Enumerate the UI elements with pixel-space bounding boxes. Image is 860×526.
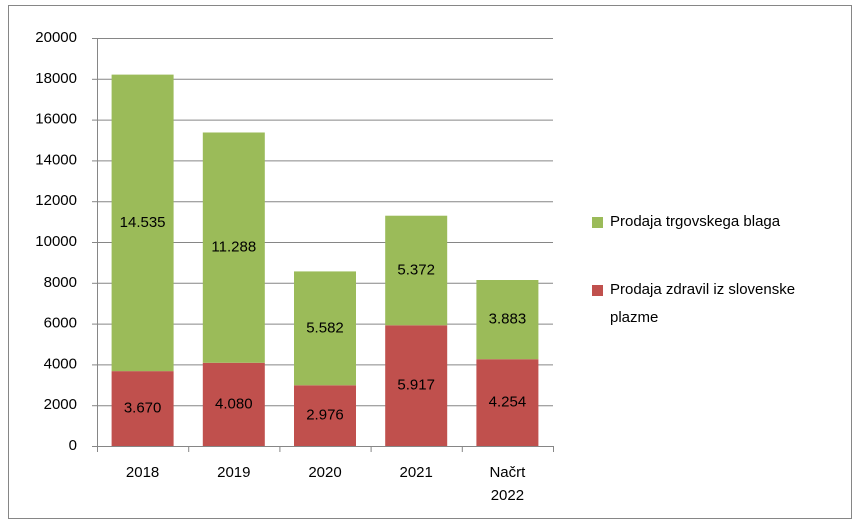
- bar-segment: [385, 215, 448, 326]
- data-label: 3.883: [489, 311, 527, 328]
- y-tick-label: 6000: [44, 315, 77, 332]
- x-tick-label: 2020: [308, 464, 341, 481]
- x-tick-label: 2018: [126, 464, 159, 481]
- y-tick-label: 2000: [44, 396, 77, 413]
- legend-swatch: [592, 217, 603, 228]
- y-tick-label: 20000: [35, 29, 77, 46]
- data-label: 11.288: [211, 239, 256, 256]
- data-label: 2.976: [306, 407, 344, 424]
- y-tick-label: 12000: [35, 192, 77, 209]
- data-label: 3.670: [124, 400, 162, 417]
- bar-segment: [294, 385, 356, 446]
- bar-segment: [202, 132, 265, 363]
- bar-segment: [202, 362, 265, 446]
- legend-label: Prodaja zdravil iz slovenske plazme: [610, 281, 795, 326]
- y-tick-label: 18000: [35, 70, 77, 87]
- bar-segment: [111, 74, 174, 372]
- x-tick-label: Načrt 2022: [489, 464, 526, 504]
- data-label: 4.254: [489, 394, 527, 411]
- y-tick-label: 16000: [35, 111, 77, 128]
- data-label: 4.080: [215, 395, 253, 412]
- legend-label: Prodaja trgovskega blaga: [610, 213, 781, 230]
- y-tick-label: 14000: [35, 151, 77, 168]
- data-label: 5.917: [397, 377, 435, 394]
- bar-segment: [294, 271, 356, 386]
- y-tick-label: 8000: [44, 274, 77, 291]
- legend-swatch: [592, 285, 603, 296]
- bar-segment: [385, 325, 448, 446]
- data-label: 5.582: [306, 319, 344, 336]
- bar-segment: [476, 359, 539, 446]
- data-label: 5.372: [397, 261, 435, 278]
- bar-segment: [111, 371, 174, 446]
- y-tick-label: 4000: [44, 355, 77, 372]
- y-tick-label: 10000: [35, 233, 77, 250]
- data-label: 14.535: [120, 214, 166, 231]
- x-tick-label: 2021: [400, 464, 433, 481]
- bar-segment: [476, 280, 539, 360]
- x-tick-label: 2019: [217, 464, 250, 481]
- y-tick-label: 0: [69, 437, 77, 454]
